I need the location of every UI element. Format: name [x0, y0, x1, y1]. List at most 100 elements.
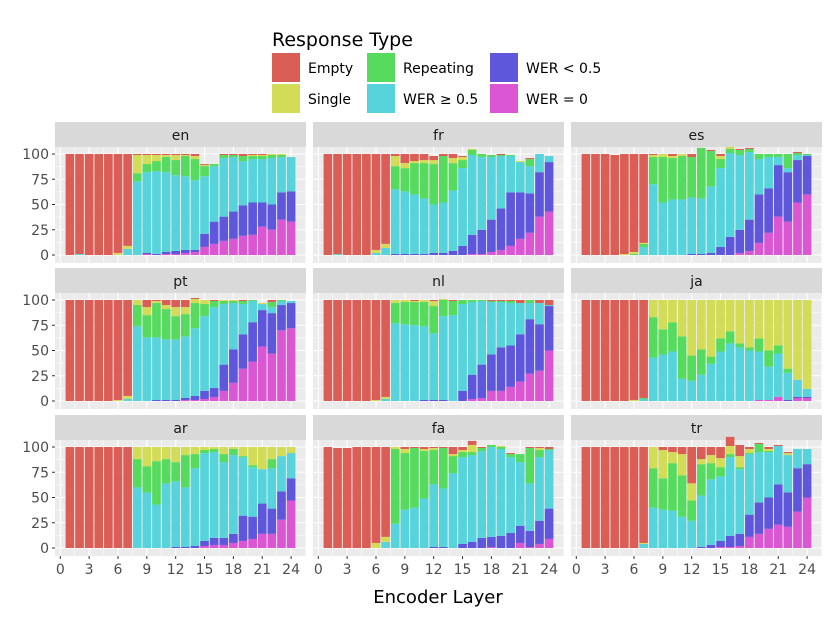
bar-segment-empty	[716, 447, 725, 459]
bar-segment-wer_ge	[448, 315, 458, 401]
bar-segment-empty	[600, 154, 610, 255]
bar-segment-wer_ge	[267, 158, 277, 205]
bar-segment-repeating	[429, 450, 439, 485]
bar-segment-empty	[171, 300, 181, 308]
bar-segment-wer_lt	[286, 478, 296, 501]
bar-segment-wer_lt	[448, 250, 458, 255]
y-tick-label: 0	[40, 248, 49, 264]
bar-segment-wer_lt	[458, 390, 467, 401]
bar-segment-empty	[610, 155, 620, 255]
bar-segment-wer_lt	[506, 532, 515, 548]
bar-segment-empty	[600, 300, 610, 401]
bar-segment-wer_ge	[448, 473, 458, 548]
bar-segment-wer_ge	[783, 455, 793, 493]
bar-segment-wer0	[238, 368, 248, 401]
bar-segment-single	[132, 447, 142, 460]
bar-segment-empty	[448, 447, 458, 455]
bar-segment-empty	[381, 447, 390, 537]
bar-segment-empty	[104, 154, 113, 255]
bar-segment-wer_lt	[525, 319, 535, 374]
bar-segment-wer0	[535, 216, 544, 255]
bar-segment-wer_ge	[277, 157, 286, 193]
bar-segment-empty	[219, 154, 229, 156]
bar-segment-wer_lt	[248, 516, 257, 539]
legend-item-single: Single	[272, 84, 351, 113]
bar-segment-empty	[429, 447, 439, 449]
bar-segment-empty	[123, 300, 132, 396]
bar-segment-wer_ge	[180, 487, 190, 547]
bar-segment-wer_ge	[438, 316, 448, 400]
y-tick-label: 75	[31, 172, 49, 188]
bar-segment-wer_lt	[515, 192, 525, 239]
bar-segment-single	[277, 447, 286, 457]
bar-segment-repeating	[152, 461, 161, 505]
bar-segment-wer_lt	[544, 508, 554, 539]
bar-segment-single	[152, 155, 161, 162]
bar-segment-wer_ge	[132, 181, 142, 255]
bar-segment-single	[677, 154, 687, 157]
bar-segment-single	[496, 445, 506, 447]
bar-segment-repeating	[687, 157, 697, 198]
bar-segment-repeating	[410, 448, 419, 508]
bar-segment-wer_ge	[725, 152, 735, 237]
bar-segment-wer_lt	[267, 508, 277, 534]
bar-segment-wer_ge	[410, 507, 419, 548]
strip-label-fr: fr	[433, 128, 444, 144]
bar-segment-wer_lt	[229, 211, 238, 239]
bar-segment-repeating	[496, 301, 506, 303]
bar-segment-single	[706, 455, 716, 464]
bar-segment-wer_ge	[410, 194, 419, 254]
bar-segment-repeating	[209, 164, 219, 167]
bar-segment-empty	[238, 154, 248, 157]
bar-segment-wer_lt	[248, 322, 257, 362]
bar-segment-wer_ge	[219, 462, 229, 538]
bar-segment-wer_ge	[677, 378, 687, 401]
bar-segment-wer_ge	[190, 468, 200, 546]
bar-segment-empty	[209, 300, 219, 302]
bar-segment-empty	[113, 447, 123, 548]
bar-segment-wer0	[248, 538, 257, 548]
bar-segment-wer_lt	[544, 306, 554, 351]
bar-segment-repeating	[487, 155, 496, 158]
bar-segment-wer_lt	[229, 349, 238, 383]
bar-segment-single	[152, 301, 161, 304]
y-tick-label: 100	[22, 440, 49, 456]
bar-segment-single	[429, 160, 439, 165]
bar-segment-wer_ge	[229, 157, 238, 212]
bar-segment-wer_lt	[535, 520, 544, 544]
bar-segment-wer_lt	[525, 530, 535, 547]
bar-segment-wer_ge	[458, 457, 467, 544]
x-tick-label: 15	[196, 562, 214, 578]
x-tick-label: 12	[683, 562, 701, 578]
bar-segment-single	[190, 156, 200, 160]
bar-segment-repeating	[142, 315, 152, 338]
strip-ar	[55, 415, 306, 440]
bar-segment-empty	[323, 154, 333, 255]
x-tick-label: 9	[658, 562, 667, 578]
bar-segment-wer_ge	[200, 316, 209, 391]
bar-segment-empty	[65, 154, 75, 255]
bar-segment-wer0	[257, 226, 267, 255]
bar-segment-wer_lt	[209, 221, 219, 244]
bar-segment-wer_ge	[75, 253, 84, 255]
bar-segment-repeating	[142, 164, 152, 173]
bar-segment-empty	[706, 149, 716, 151]
facet-panels: en 0 25 50 75 100 fr es pt 0 25 50 75 100 nl ja ar 0 25 50 7…	[22, 122, 822, 578]
bar-segment-empty	[352, 154, 362, 255]
y-tick-label: 75	[31, 318, 49, 334]
bar-segment-wer_ge	[267, 307, 277, 314]
bar-segment-repeating	[238, 456, 248, 458]
bars-en	[65, 154, 296, 255]
bar-segment-single	[257, 447, 267, 470]
bar-segment-single	[515, 161, 525, 163]
x-tick-label: 6	[630, 562, 639, 578]
bar-segment-single	[620, 253, 629, 255]
bar-segment-wer_ge	[467, 302, 477, 375]
bar-segment-wer_lt	[754, 502, 764, 534]
bar-segment-wer_ge	[467, 455, 477, 542]
bar-segment-wer_ge	[764, 157, 773, 189]
bar-segment-wer_ge	[802, 155, 812, 157]
bar-segment-repeating	[152, 161, 161, 172]
bar-segment-single	[648, 300, 658, 318]
bar-segment-wer_lt	[161, 251, 171, 254]
